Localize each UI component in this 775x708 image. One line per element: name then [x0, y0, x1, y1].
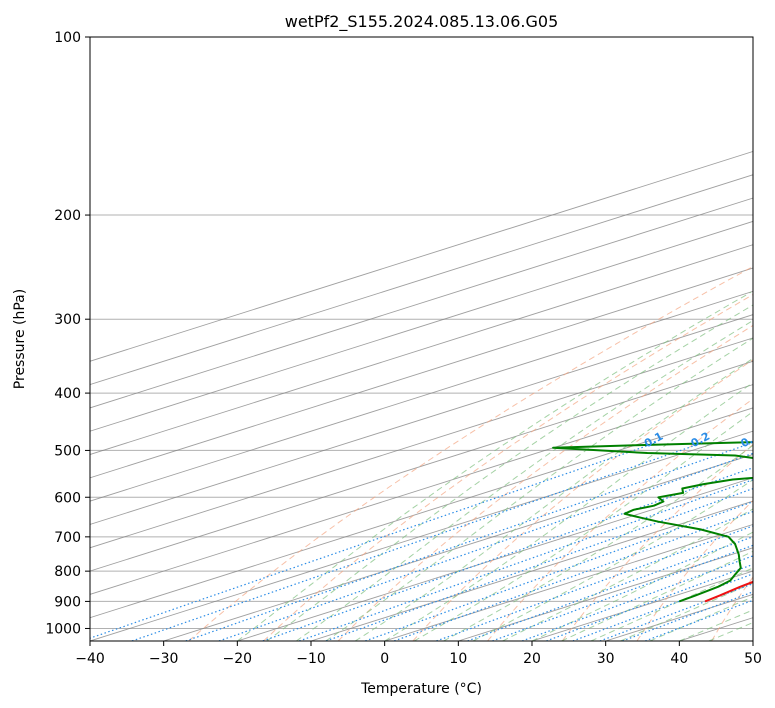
moist-adiabat-line — [384, 381, 753, 641]
isotherm-line — [90, 244, 753, 455]
mixing-ratio-line — [644, 599, 753, 641]
moist-adiabat-line — [325, 337, 753, 641]
moist-adiabat-line — [266, 304, 753, 641]
isotherm-line — [90, 290, 753, 502]
isotherm-line — [90, 150, 753, 362]
y-tick-label: 500 — [54, 443, 81, 459]
x-tick-label: 50 — [744, 651, 762, 667]
isotherm-line — [237, 477, 753, 641]
x-tick-label: 10 — [449, 651, 467, 667]
dry-adiabat-line — [337, 324, 753, 641]
isotherm-line — [90, 220, 753, 432]
dewpoint-trace — [552, 441, 753, 603]
isotherm-line — [90, 360, 753, 572]
y-tick-label: 800 — [54, 564, 81, 580]
y-tick-label: 900 — [54, 594, 81, 610]
y-tick-label: 100 — [54, 30, 81, 46]
isotherm-line — [163, 454, 753, 641]
mixing-ratio-line — [298, 479, 753, 641]
y-tick-label: 700 — [54, 530, 81, 546]
dry-adiabat-line — [636, 499, 753, 641]
y-tick-label: 600 — [54, 490, 81, 506]
moist-adiabat-line — [237, 291, 752, 641]
mixing-ratio-line — [262, 467, 753, 641]
mixing-ratio-line — [218, 452, 753, 641]
x-tick-label: 40 — [670, 651, 688, 667]
moist-adiabat-line — [620, 582, 753, 641]
isotherm-line — [90, 384, 753, 595]
moist-adiabat-line — [413, 410, 753, 641]
x-tick-label: −30 — [149, 651, 179, 667]
mixing-ratio-line — [185, 442, 753, 641]
mixing-ratio-line — [365, 501, 753, 641]
y-tick-label: 1000 — [45, 621, 81, 637]
isotherm-line — [90, 267, 753, 479]
moist-adiabat-line — [502, 508, 753, 641]
plot-layer: 0.10.20.40.611.52346810131620253036-100-… — [90, 37, 775, 641]
isotherm-line — [90, 197, 753, 409]
isotherm-line — [90, 337, 753, 549]
mixing-ratio-line — [467, 536, 753, 641]
x-tick-label: 30 — [597, 651, 615, 667]
mixing-ratio-line — [90, 442, 656, 639]
isotherm-line — [90, 314, 753, 525]
chart-title: wetPf2_S155.2024.085.13.06.G05 — [285, 12, 559, 32]
plot-area — [90, 37, 753, 641]
dry-adiabat-line — [487, 398, 753, 641]
isotherm-line — [752, 640, 753, 641]
moist-adiabat-line — [472, 479, 753, 641]
mixing-ratio-line — [492, 544, 753, 641]
mixing-ratio-line — [325, 487, 753, 641]
y-tick-label: 300 — [54, 312, 81, 328]
dry-adiabat-line — [188, 265, 753, 641]
isotherm-line — [90, 174, 753, 386]
moist-adiabat-line — [296, 319, 753, 641]
x-tick-label: −40 — [75, 651, 105, 667]
y-tick-label: 200 — [54, 208, 81, 224]
x-axis-title: Temperature (°C) — [360, 681, 482, 697]
y-tick-label: 400 — [54, 386, 81, 402]
y-axis-title: Pressure (hPa) — [12, 289, 28, 389]
x-tick-label: −10 — [296, 651, 326, 667]
moist-adiabat-line — [443, 444, 753, 641]
isotherm-line — [310, 500, 753, 641]
isotherm-line — [90, 430, 753, 641]
isotherm-line — [384, 523, 753, 641]
x-tick-label: −20 — [223, 651, 253, 667]
isotherm-line — [90, 407, 753, 619]
mixing-ratio-line — [599, 583, 753, 641]
plot-frame — [89, 36, 754, 642]
mixing-ratio-line — [622, 591, 753, 641]
x-tick-label: 0 — [380, 651, 389, 667]
mixing-ratio-label: 0.6 — [769, 429, 775, 450]
x-tick-label: 20 — [523, 651, 541, 667]
dry-adiabat-line — [561, 443, 753, 641]
dry-adiabat-line — [263, 294, 753, 641]
